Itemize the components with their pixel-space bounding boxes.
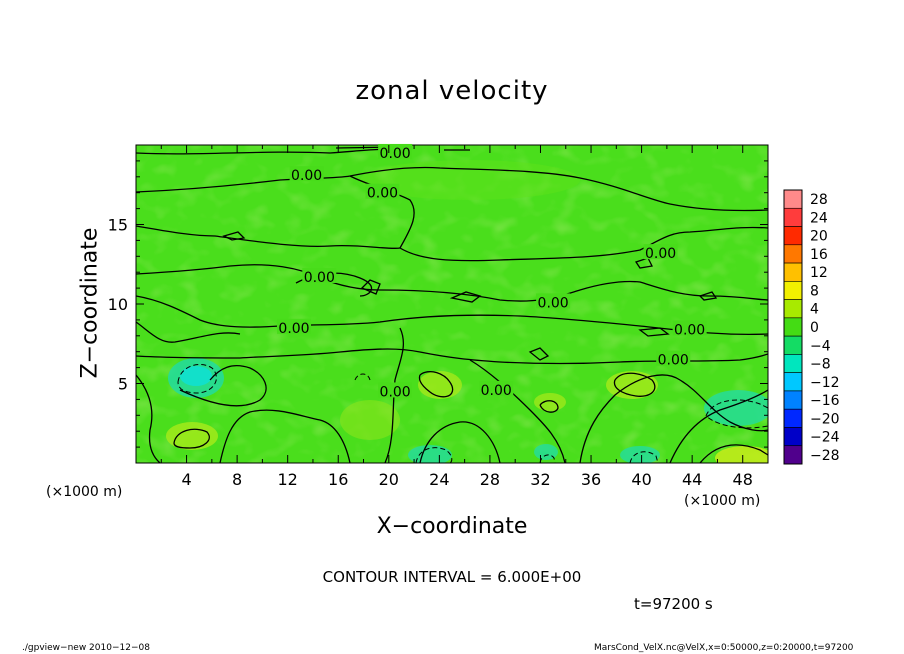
- colorbar-label: 16: [810, 247, 828, 263]
- x-tick-label: 32: [530, 470, 550, 489]
- colorbar-swatch: [783, 226, 803, 246]
- colorbar-label: −16: [810, 393, 840, 409]
- colorbar-swatch: [783, 445, 803, 465]
- contour-label-bg: [302, 267, 337, 283]
- colorbar-label: −24: [810, 430, 840, 446]
- colorbar: 28 24 20 16 12 8 4 0 −4 −8 −12 −16 −20 −24 −28: [783, 189, 840, 465]
- x-tick-label: 48: [733, 470, 753, 489]
- contour-label: 0.00: [658, 353, 689, 369]
- contour-label: 0.00: [380, 384, 411, 400]
- x-tick-label: 28: [480, 470, 500, 489]
- colorbar-label: 20: [810, 229, 828, 245]
- contour-label: 0.00: [278, 321, 309, 337]
- contour-interval-text: CONTOUR INTERVAL = 6.000E+00: [322, 568, 582, 586]
- x-tick-label: 24: [429, 470, 449, 489]
- colorbar-swatch: [783, 189, 803, 209]
- contour-label-bg: [378, 382, 413, 398]
- contour-label: 0.00: [674, 322, 705, 338]
- colorbar-swatch: [783, 354, 803, 373]
- contour-label: 0.00: [380, 146, 411, 162]
- x-tick-label: 20: [379, 470, 399, 489]
- colorbar-label: 4: [810, 302, 819, 318]
- colorbar-frame: [783, 189, 803, 465]
- x-tick-label: 4: [181, 470, 191, 489]
- colorbar-swatch: [783, 427, 803, 447]
- contour-label: 0.00: [367, 186, 398, 202]
- x-tick-label: 16: [328, 470, 348, 489]
- x-tick-label: 36: [581, 470, 601, 489]
- colorbar-label: 8: [810, 283, 819, 299]
- contour-label-bg: [656, 350, 691, 366]
- contour-label: 0.00: [304, 270, 335, 286]
- colorbar-swatch: [783, 408, 803, 428]
- negative-contours: [177, 364, 768, 463]
- contour-label-bg: [672, 320, 707, 336]
- x-tick-label: 12: [278, 470, 298, 489]
- colorbar-swatch: [783, 207, 803, 227]
- x-unit-right: (×1000 m): [684, 493, 761, 509]
- chart-title: zonal velocity: [355, 76, 549, 106]
- contour-label: 0.00: [645, 246, 676, 262]
- contour-label-bg: [289, 166, 324, 182]
- colorbar-label: 12: [810, 265, 828, 281]
- contour-labels: 0.00 0.00 0.00 0.00 0.00 0.00 0.00 0.00 0.00 0.00…: [277, 143, 707, 400]
- colorbar-swatch: [783, 281, 803, 300]
- colorbar-label: −28: [810, 448, 840, 464]
- y-tick-label: 5: [118, 375, 128, 394]
- colorbar-label: −12: [810, 375, 840, 391]
- x-tick-label: 8: [232, 470, 242, 489]
- x-unit-left: (×1000 m): [46, 484, 123, 500]
- colorbar-label: 28: [810, 192, 828, 208]
- contour-label-bg: [643, 244, 678, 260]
- colorbar-swatch: [783, 317, 803, 337]
- contour-label-bg: [365, 183, 400, 199]
- colorbar-label: 0: [810, 320, 819, 336]
- colorbar-swatch: [783, 299, 803, 319]
- contour-label-bg: [479, 380, 514, 396]
- y-tick-label: 10: [108, 295, 128, 314]
- y-tick-label: 15: [108, 216, 128, 235]
- contour-lines: [136, 146, 768, 463]
- contour-label: 0.00: [538, 295, 569, 311]
- footer-left: ./gpview−new 2010−12−08: [22, 643, 150, 653]
- contour-label-bg: [536, 293, 571, 309]
- colorbar-label: −4: [810, 338, 831, 354]
- y-axis-label: Z−coordinate: [77, 227, 103, 379]
- time-text: t=97200 s: [634, 595, 713, 613]
- colorbar-label: −8: [810, 357, 831, 373]
- colorbar-swatch: [783, 335, 803, 355]
- contour-label: 0.00: [481, 383, 512, 399]
- x-tick-label: 44: [682, 470, 702, 489]
- colorbar-swatch: [783, 372, 803, 392]
- heatmap-field: [136, 145, 768, 463]
- colorbar-label: −20: [810, 411, 840, 427]
- contour-label-bg: [277, 318, 311, 334]
- contour-label-bg: [378, 143, 413, 159]
- colorbar-swatch: [783, 244, 803, 264]
- contour-label: 0.00: [291, 168, 322, 184]
- colorbar-swatch: [783, 262, 803, 282]
- x-tick-label: 40: [631, 470, 651, 489]
- footer-right: MarsCond_VelX.nc@VelX,x=0:50000,z=0:2000…: [594, 643, 854, 653]
- x-axis-label: X−coordinate: [376, 514, 528, 539]
- colorbar-swatch: [783, 390, 803, 410]
- colorbar-label: 24: [810, 210, 828, 226]
